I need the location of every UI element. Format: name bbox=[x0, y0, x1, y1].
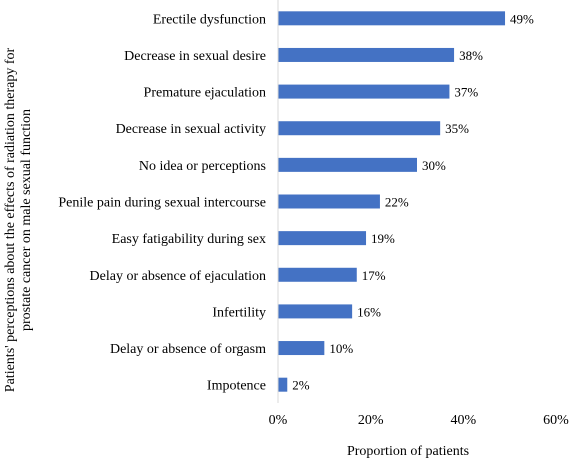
category-labels-group: Erectile dysfunction Decrease in sexual d… bbox=[58, 12, 266, 393]
x-tick-label: 20% bbox=[358, 413, 384, 428]
category-label: No idea or perceptions bbox=[139, 159, 266, 174]
value-labels-group: 49% 38% 37% 35% 30% 22% 19% 17% 16% 10% 2% bbox=[292, 11, 534, 392]
bar bbox=[278, 341, 325, 356]
bar bbox=[278, 377, 288, 392]
value-label: 2% bbox=[292, 378, 310, 393]
bar bbox=[278, 231, 367, 246]
x-axis-label: Proportion of patients bbox=[347, 444, 469, 459]
bar bbox=[278, 304, 353, 319]
y-axis-label: Patients' perceptions about the effects … bbox=[3, 47, 34, 392]
value-label: 10% bbox=[329, 341, 353, 356]
category-label: Delay or absence of ejaculation bbox=[90, 269, 266, 284]
category-label: Erectile dysfunction bbox=[153, 12, 266, 27]
x-tick-label: 0% bbox=[269, 413, 288, 428]
category-label: Easy fatigability during sex bbox=[112, 232, 266, 247]
bar bbox=[278, 267, 357, 282]
category-label: Penile pain during sexual intercourse bbox=[58, 196, 266, 211]
value-label: 38% bbox=[459, 48, 483, 63]
bar bbox=[278, 84, 450, 99]
category-label: Impotence bbox=[207, 379, 266, 394]
value-label: 49% bbox=[510, 11, 534, 26]
y-axis-label-line2: prostate cancer on male sexual function bbox=[19, 109, 34, 331]
value-label: 17% bbox=[362, 268, 386, 283]
category-label: Decrease in sexual desire bbox=[124, 49, 266, 64]
category-label: Delay or absence of orgasm bbox=[110, 342, 266, 357]
x-tick-labels-group: 0% 20% 40% 60% bbox=[269, 413, 569, 428]
category-label: Infertility bbox=[212, 305, 266, 320]
category-label: Decrease in sexual activity bbox=[116, 122, 266, 137]
bar bbox=[278, 11, 506, 26]
value-label: 30% bbox=[422, 158, 446, 173]
x-tick-label: 40% bbox=[450, 413, 476, 428]
bar bbox=[278, 194, 380, 209]
value-label: 19% bbox=[371, 231, 395, 246]
value-label: 16% bbox=[357, 304, 381, 319]
bar bbox=[278, 47, 455, 62]
bar bbox=[278, 121, 441, 136]
category-label: Premature ejaculation bbox=[144, 86, 266, 101]
bar bbox=[278, 157, 417, 172]
value-label: 35% bbox=[445, 121, 469, 136]
value-label: 22% bbox=[385, 195, 409, 210]
y-axis-label-line1: Patients' perceptions about the effects … bbox=[3, 47, 18, 392]
bars-group bbox=[278, 11, 506, 392]
value-label: 37% bbox=[454, 85, 478, 100]
x-tick-label: 60% bbox=[543, 413, 569, 428]
